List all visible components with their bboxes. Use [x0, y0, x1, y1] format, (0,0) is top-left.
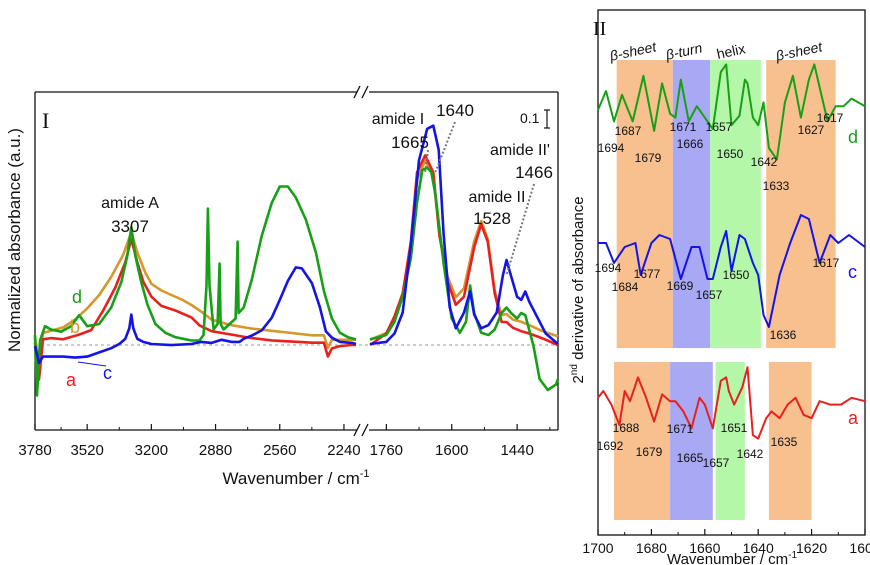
peak-label-d: 1642 — [751, 155, 778, 169]
axis-break-mark — [353, 423, 361, 437]
peak-label-d: 1627 — [798, 123, 825, 137]
peak-label-d: 1650 — [717, 147, 744, 161]
x-tick-label-I: 2240 — [327, 442, 360, 459]
label-c-leader — [77, 361, 107, 367]
x-tick-label-II: 1620 — [796, 540, 827, 556]
peak-label-a: 1642 — [737, 447, 764, 461]
series-label-a-I: a — [66, 370, 77, 390]
annotation-amide-II: amide II — [469, 189, 526, 206]
axis-break-mark — [361, 85, 369, 99]
x-tick-label-II: 1600 — [849, 540, 870, 556]
peak-label-d: 1694 — [598, 141, 625, 155]
shaded-region — [768, 362, 812, 520]
x-axis-title-I: Wavenumber / cm-1 — [222, 468, 369, 488]
x-tick-label-II: 1660 — [689, 540, 720, 556]
series-label-d-II: d — [848, 127, 858, 147]
annotation-amide-II-prime-value: 1466 — [515, 163, 553, 182]
leader-1640 — [434, 121, 456, 173]
peak-label-c: 1694 — [595, 261, 622, 275]
x-tick-label-I: 3520 — [70, 442, 103, 459]
series-label-d-I: d — [72, 287, 82, 307]
annotation-amide-II-value: 1528 — [473, 209, 511, 228]
peak-label-d: 1666 — [677, 137, 704, 151]
x-tick-label-I: 2560 — [263, 442, 296, 459]
peak-label-a: 1679 — [636, 445, 663, 459]
annotation-amide-II-prime: amide II' — [490, 142, 550, 159]
peak-label-c: 1617 — [813, 256, 840, 270]
series-label-c-II: c — [848, 262, 857, 282]
panel-label-I: I — [42, 108, 49, 133]
x-axis-title-II: Wavenumber / cm-1 — [667, 550, 797, 565]
shaded-region — [672, 60, 711, 348]
shaded-region — [616, 60, 673, 348]
x-tick-label-I: 1440 — [500, 442, 533, 459]
y-axis-title-II: 2nd derivative of absorbance — [569, 196, 587, 383]
axis-break-mark — [361, 423, 369, 437]
peak-label-d: 1633 — [763, 179, 790, 193]
series-label-c-I: c — [103, 363, 112, 383]
x-tick-label-II: 1680 — [636, 540, 667, 556]
series-c-curve-left — [33, 266, 357, 365]
annotation-1640: 1640 — [436, 101, 474, 120]
series-label-a-II: a — [848, 408, 859, 428]
series-d-second-derivative — [597, 63, 866, 161]
peak-label-d: 1657 — [706, 120, 733, 134]
x-tick-label-I: 3200 — [135, 442, 168, 459]
peak-label-c: 1677 — [634, 267, 661, 281]
x-tick-label-I: 3780 — [18, 442, 51, 459]
series-a-curve-left — [33, 237, 356, 381]
panel-label-II: II — [593, 18, 606, 40]
peak-label-a: 1688 — [613, 421, 640, 435]
annotation-amide-I-value: 1665 — [391, 133, 429, 152]
shaded-region — [766, 60, 836, 348]
annotation-amide-A: amide A — [101, 195, 159, 212]
y-axis-title-I: Normalized absorbance (a.u.) — [5, 128, 24, 352]
peak-label-c: 1684 — [612, 280, 639, 294]
panel-I: 3780 3520 3200 2880 2560 2240 1760 1600 1440 a b c d… — [5, 85, 560, 488]
peak-label-a: 1657 — [703, 456, 730, 470]
peak-label-a: 1635 — [771, 435, 798, 449]
x-tick-label-I: 1760 — [370, 442, 403, 459]
series-c-second-derivative — [598, 214, 866, 328]
annotation-amide-A-value: 3307 — [111, 217, 149, 236]
scale-bar-label: 0.1 — [520, 110, 540, 126]
region-label: β-turn — [663, 39, 703, 63]
peak-label-a: 1665 — [677, 451, 704, 465]
x-tick-label-I: 2880 — [199, 442, 232, 459]
peak-label-a: 1671 — [667, 422, 694, 436]
peak-label-c: 1657 — [696, 288, 723, 302]
series-d-curve-left — [33, 185, 357, 397]
series-a-second-derivative — [597, 366, 866, 440]
axis-break-mark — [353, 85, 361, 99]
x-tick-label-I: 1600 — [435, 442, 468, 459]
peak-label-d: 1679 — [635, 151, 662, 165]
x-tick-label-II: 1640 — [743, 540, 774, 556]
annotation-amide-I: amide I — [372, 111, 424, 128]
series-c-curve-right — [369, 124, 559, 346]
peak-label-a: 1651 — [721, 421, 748, 435]
shaded-region — [670, 362, 713, 520]
peak-label-c: 1669 — [667, 279, 694, 293]
peak-label-c: 1636 — [770, 328, 797, 342]
peak-label-d: 1671 — [670, 120, 697, 134]
peak-label-a: 1692 — [597, 439, 624, 453]
shaded-region — [710, 60, 761, 348]
x-tick-label-II: 1700 — [582, 540, 613, 556]
series-a-curve-right — [369, 154, 559, 347]
peak-label-d: 1687 — [615, 124, 642, 138]
region-label: helix — [715, 40, 746, 62]
peak-label-d: 1617 — [817, 111, 844, 125]
series-label-b-I: b — [70, 317, 80, 337]
peak-label-c: 1650 — [723, 268, 750, 282]
